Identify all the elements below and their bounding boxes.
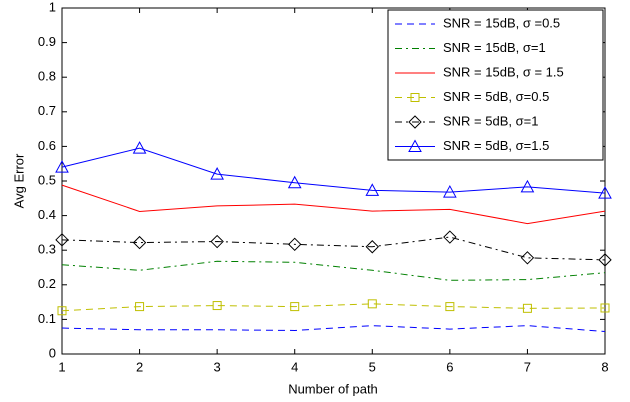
marker [290,302,300,312]
legend-marker [408,139,422,152]
y-tick-label: 0.1 [38,311,56,326]
legend-label: SNR = 15dB, σ = 1.5 [443,64,564,79]
x-tick-label: 7 [524,359,531,374]
series-line [61,184,606,225]
y-tick-label: 0.7 [38,103,56,118]
marker [443,185,457,198]
y-tick-label: 0.2 [38,276,56,291]
y-tick-label: 0.4 [38,207,56,222]
y-tick-label: 0.3 [38,242,56,257]
legend-label: SNR = 5dB, σ=1.5 [443,138,549,153]
y-tick-label: 0.6 [38,138,56,153]
marker [132,235,147,250]
x-tick-label: 3 [214,359,221,374]
marker [135,302,145,312]
x-tick-label: 4 [291,359,298,374]
legend-label: SNR = 5dB, σ=0.5 [443,89,549,104]
marker [288,237,302,252]
x-axis-label: Number of path [288,381,378,396]
marker [57,306,67,316]
marker [520,251,535,265]
series-line [61,325,606,333]
marker [132,141,147,154]
y-tick-label: 0.5 [38,172,56,187]
marker [55,160,69,173]
marker [445,302,455,312]
marker [600,303,610,313]
series-line [61,147,606,194]
legend-marker [408,115,422,129]
marker [598,186,612,199]
marker [212,301,222,311]
marker [522,303,532,313]
legend-label: SNR = 5dB, σ=1 [443,113,538,128]
x-tick-label: 5 [369,359,376,374]
x-tick-label: 8 [601,359,608,374]
x-tick-label: 2 [136,359,143,374]
marker [55,233,69,247]
marker [520,179,535,193]
legend-label: SNR = 15dB, σ =0.5 [443,15,560,30]
series-line [61,260,606,281]
series-line [61,303,606,312]
legend-box [387,9,604,161]
y-axis-label: Avg Error [11,153,26,208]
marker [598,253,612,267]
marker [210,167,224,180]
x-tick-label: 6 [446,359,453,374]
marker [367,299,377,309]
marker [210,234,224,249]
marker [443,230,457,244]
y-tick-label: 0.8 [38,69,56,84]
y-tick-label: 0.9 [38,34,56,49]
series-line [61,236,606,261]
y-tick-label: 0 [49,345,56,360]
y-tick-label: 1 [49,0,56,14]
marker [287,175,302,189]
legend-label: SNR = 15dB, σ=1 [443,40,546,55]
marker [365,183,380,196]
legend-marker [410,93,420,102]
x-tick-label: 1 [58,359,65,374]
marker [365,240,379,254]
